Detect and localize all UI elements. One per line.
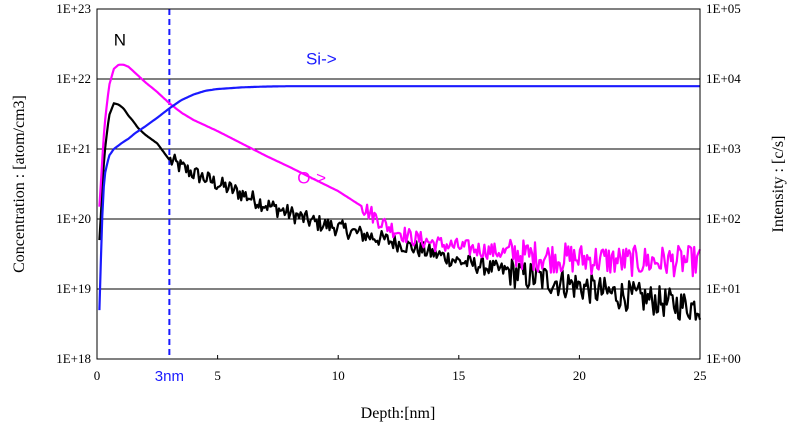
y-axis-title-right: Intensity : [c/s] [770,136,787,233]
y-left-tick-label: 1E+18 [56,351,91,366]
x-axis-title: Depth:[nm] [361,405,436,422]
series-line-o [98,63,702,278]
series-line-n [98,102,702,321]
y-right-tick-label: 1E+01 [706,281,741,296]
y-left-tick-label: 1E+19 [56,281,91,296]
series-label: N [114,31,126,50]
gridlines [97,78,700,290]
y-right-tick-label: 1E+00 [706,351,741,366]
marker-label: 3nm [155,368,184,385]
series-labels: N Si-> O-> [114,31,337,188]
x-tick-label: 20 [573,368,586,383]
series-lines [98,63,702,321]
y-left-tick-label: 1E+22 [56,71,91,86]
y-right-tick-label: 1E+03 [706,141,741,156]
y-left-tick-label: 1E+23 [56,1,91,16]
y-right-tick-label: 1E+05 [706,1,741,16]
x-tick-label: 0 [94,368,101,383]
plot-frame [96,8,701,360]
x-tick-label: 15 [452,368,465,383]
y-axis-title-left: Concentration : [atom/cm3] [11,95,28,273]
series-label: O-> [297,169,326,188]
tick-labels: 1E+18 1E+19 1E+20 1E+21 1E+22 1E+23 1E+00 1E+01… [56,1,741,383]
x-tick-label: 25 [694,368,707,383]
y-right-tick-label: 1E+02 [706,211,741,226]
y-left-tick-label: 1E+21 [56,141,91,156]
depth-marker: 3nm [155,9,184,385]
x-tick-label: 10 [332,368,345,383]
series-line-si [98,85,700,311]
y-left-tick-label: 1E+20 [56,211,91,226]
x-tick-label: 5 [214,368,221,383]
series-label: Si-> [306,50,337,69]
y-right-tick-label: 1E+04 [706,71,741,86]
